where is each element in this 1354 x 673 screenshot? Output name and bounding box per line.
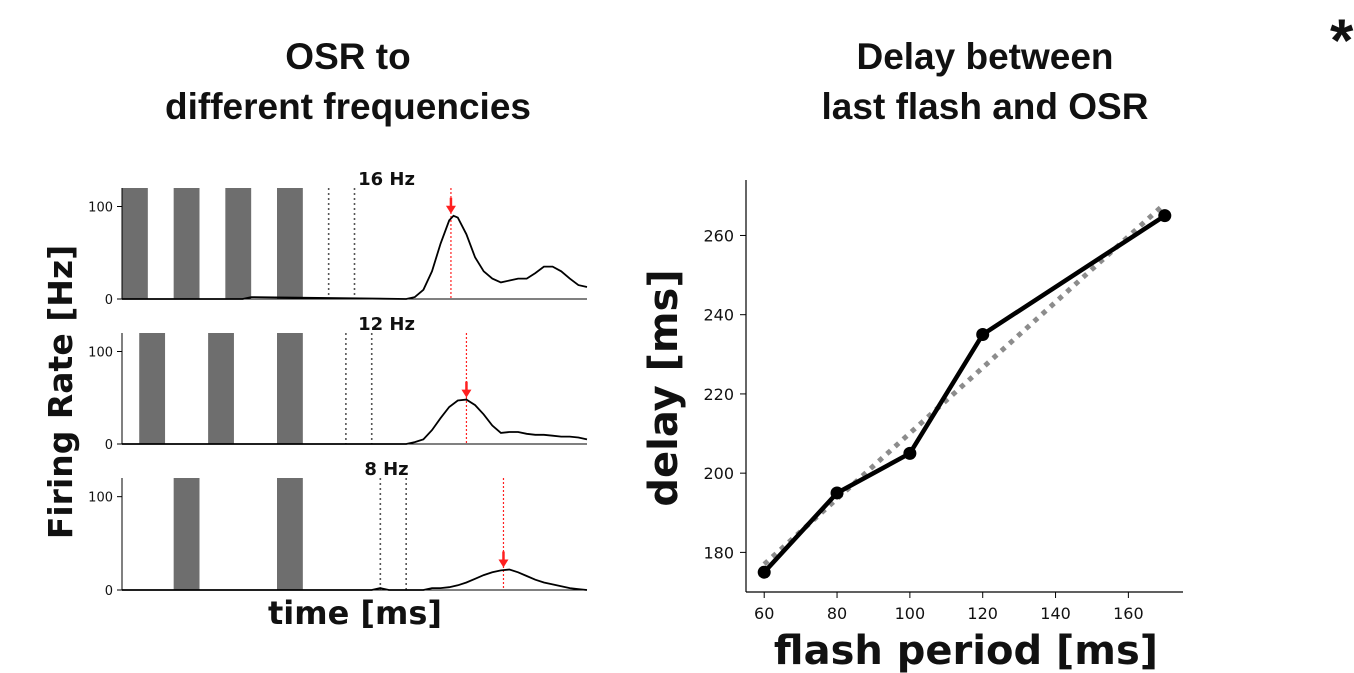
y-tick-label: 0 [105, 584, 113, 599]
x-tick-label: 100 [895, 604, 926, 623]
stimulus-bar [277, 188, 303, 299]
peak-arrow [498, 559, 509, 568]
stimulus-bar [122, 188, 148, 299]
panel-title: 16 Hz [358, 169, 415, 190]
stimulus-bar [225, 188, 252, 299]
y-tick-label: 100 [88, 201, 113, 216]
fit-line [762, 201, 1167, 567]
stimulus-bar [208, 333, 234, 444]
stimulus-bar [173, 188, 200, 299]
y-tick-label: 100 [88, 346, 113, 361]
stimulus-bar [139, 333, 166, 444]
data-point [830, 486, 844, 500]
x-tick-label: 160 [1113, 604, 1144, 623]
y-tick-label: 0 [105, 293, 113, 308]
stimulus-bar [277, 478, 303, 590]
x-axis-label: flash period [ms] [774, 628, 1158, 673]
right-chart-title: Delay between last flash and OSR [821, 36, 1149, 127]
x-tick-label: 80 [827, 604, 847, 623]
x-tick-label: 140 [1040, 604, 1071, 623]
y-tick-label: 240 [703, 306, 734, 325]
peak-arrow [461, 389, 472, 398]
data-point [903, 446, 917, 460]
x-axis-label: time [ms] [268, 594, 442, 632]
x-tick-label: 60 [754, 604, 774, 623]
y-axis-label: Firing Rate [Hz] [41, 245, 80, 539]
y-tick-label: 100 [88, 491, 113, 506]
y-tick-label: 0 [105, 438, 113, 453]
panel-title: 12 Hz [358, 314, 415, 335]
stimulus-bar [277, 333, 303, 444]
data-point [1158, 209, 1172, 223]
x-tick-label: 120 [967, 604, 998, 623]
y-tick-label: 220 [703, 385, 734, 404]
data-point [976, 328, 990, 341]
peak-arrow [445, 205, 456, 214]
delay-line [762, 213, 1167, 574]
y-axis-label: delay [ms] [641, 269, 687, 506]
firing-rate-line [122, 398, 588, 445]
y-tick-label: 180 [703, 543, 734, 562]
y-tick-label: 260 [703, 226, 734, 245]
firing-rate-line [122, 214, 588, 300]
data-point [757, 565, 771, 579]
stimulus-bar [173, 478, 200, 590]
panel-title: 8 Hz [364, 459, 408, 480]
left-chart-title: OSR to different frequencies [165, 36, 531, 127]
corner-mark: * [1330, 7, 1354, 74]
y-tick-label: 200 [703, 464, 734, 483]
